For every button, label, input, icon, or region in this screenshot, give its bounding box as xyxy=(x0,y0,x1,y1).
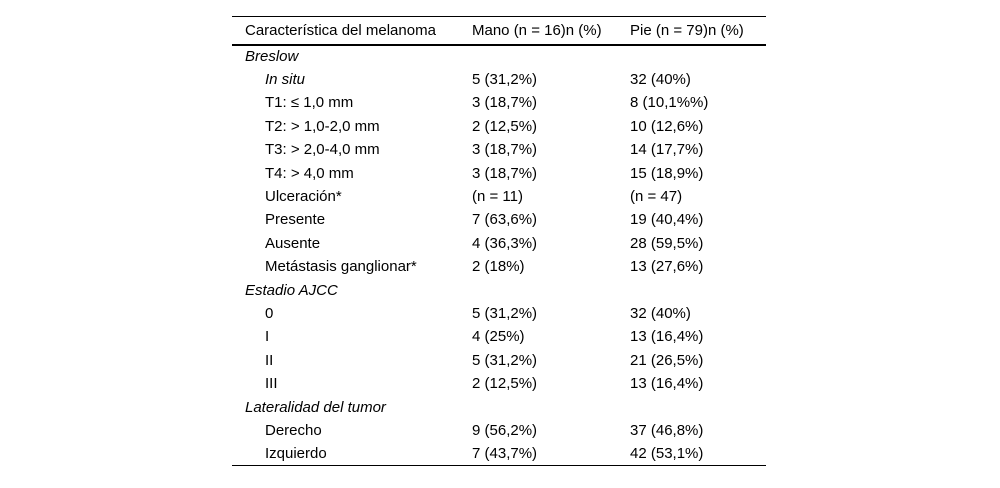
table-row: Breslow xyxy=(232,45,766,68)
table-row: In situ 5 (31,2%) 32 (40%) xyxy=(232,68,766,91)
table-row: T4: > 4,0 mm 3 (18,7%) 15 (18,9%) xyxy=(232,161,766,184)
pie-value: 15 (18,9%) xyxy=(630,164,704,182)
column-header-caracteristica: Característica del melanoma xyxy=(232,16,472,46)
row-label: Derecho xyxy=(265,421,322,439)
mano-value: 3 (18,7%) xyxy=(472,94,538,112)
pie-value: 28 (59,5%) xyxy=(630,234,704,252)
row-label: Lateralidad del tumor xyxy=(245,398,386,416)
mano-value xyxy=(472,395,630,418)
pie-value: 19 (40,4%) xyxy=(630,211,704,229)
pie-value xyxy=(630,45,766,68)
row-label: II xyxy=(265,351,274,369)
table-row: T3: > 2,0-4,0 mm 3 (18,7%) 14 (17,7%) xyxy=(232,138,766,161)
table-row: Izquierdo 7 (43,7%) 42 (53,1%) xyxy=(232,442,766,465)
pie-value: 14 (17,7%) xyxy=(630,141,704,159)
mano-value xyxy=(472,278,630,301)
table-row: Estadio AJCC xyxy=(232,278,766,301)
mano-value xyxy=(472,45,630,68)
row-label: III xyxy=(265,375,278,393)
row-label: Ulceración* xyxy=(265,188,342,206)
pie-value: 13 (27,6%) xyxy=(630,258,704,276)
pie-value: 32 (40%) xyxy=(630,71,691,89)
table-row: T1: ≤ 1,0 mm 3 (18,7%) 8 (10,1%%) xyxy=(232,91,766,114)
row-label: Estadio AJCC xyxy=(245,281,338,299)
table-row: Lateralidad del tumor xyxy=(232,395,766,418)
pie-value: 32 (40%) xyxy=(630,304,691,322)
row-label: Metástasis ganglionar* xyxy=(265,258,417,276)
mano-value: 5 (31,2%) xyxy=(472,351,538,369)
mano-value: (n = 11) xyxy=(472,188,523,206)
table-row: II 5 (31,2%) 21 (26,5%) xyxy=(232,349,766,372)
row-label: T3: > 2,0-4,0 mm xyxy=(265,141,380,159)
mano-value: 2 (12,5%) xyxy=(472,117,538,135)
table-row: 0 5 (31,2%) 32 (40%) xyxy=(232,302,766,325)
mano-value: 4 (25%) xyxy=(472,328,525,346)
row-label: Izquierdo xyxy=(265,445,327,463)
table-row: I 4 (25%) 13 (16,4%) xyxy=(232,325,766,348)
mano-value: 4 (36,3%) xyxy=(472,234,538,252)
mano-value: 2 (18%) xyxy=(472,258,525,276)
melanoma-characteristics-table: Característica del melanoma Mano (n = 16… xyxy=(232,16,766,467)
row-label: T1: ≤ 1,0 mm xyxy=(265,94,354,112)
pie-value: 37 (46,8%) xyxy=(630,421,704,439)
table-row: III 2 (12,5%) 13 (16,4%) xyxy=(232,372,766,395)
table-row: Presente 7 (63,6%) 19 (40,4%) xyxy=(232,208,766,231)
table-row: Metástasis ganglionar* 2 (18%) 13 (27,6%) xyxy=(232,255,766,278)
pie-value: (n = 47) xyxy=(630,188,683,206)
pie-value: 13 (16,4%) xyxy=(630,375,704,393)
mano-value: 3 (18,7%) xyxy=(472,141,538,159)
mano-value: 7 (63,6%) xyxy=(472,211,538,229)
mano-value: 5 (31,2%) xyxy=(472,304,538,322)
mano-value: 2 (12,5%) xyxy=(472,375,538,393)
pie-value: 10 (12,6%) xyxy=(630,117,704,135)
row-label: I xyxy=(265,328,270,346)
pie-value: 42 (53,1%) xyxy=(630,445,704,463)
table-row: T2: > 1,0-2,0 mm 2 (12,5%) 10 (12,6%) xyxy=(232,115,766,138)
table-row: Ausente 4 (36,3%) 28 (59,5%) xyxy=(232,232,766,255)
column-header-pie: Pie (n = 79)n (%) xyxy=(630,16,766,46)
row-label: Breslow xyxy=(245,48,299,66)
pie-value: 8 (10,1%%) xyxy=(630,94,709,112)
mano-value: 3 (18,7%) xyxy=(472,164,538,182)
mano-value: 9 (56,2%) xyxy=(472,421,538,439)
table-header: Característica del melanoma Mano (n = 16… xyxy=(232,16,766,46)
mano-value: 7 (43,7%) xyxy=(472,445,538,463)
row-label: T4: > 4,0 mm xyxy=(265,164,354,182)
row-label: 0 xyxy=(265,304,274,322)
pie-value xyxy=(630,395,766,418)
column-header-mano: Mano (n = 16)n (%) xyxy=(472,16,630,46)
row-label: Presente xyxy=(265,211,326,229)
header-row: Característica del melanoma Mano (n = 16… xyxy=(232,16,766,46)
pie-value: 21 (26,5%) xyxy=(630,351,704,369)
pie-value xyxy=(630,278,766,301)
table-row: Ulceración* (n = 11) (n = 47) xyxy=(232,185,766,208)
row-label: Ausente xyxy=(265,234,321,252)
table-row: Derecho 9 (56,2%) 37 (46,8%) xyxy=(232,419,766,442)
pie-value: 13 (16,4%) xyxy=(630,328,704,346)
mano-value: 5 (31,2%) xyxy=(472,71,538,89)
row-label: T2: > 1,0-2,0 mm xyxy=(265,117,380,135)
row-label: In situ xyxy=(265,71,306,89)
table-body: Breslow In situ 5 (31,2%) 32 (40%) T1: ≤ 1,0… xyxy=(232,45,766,466)
